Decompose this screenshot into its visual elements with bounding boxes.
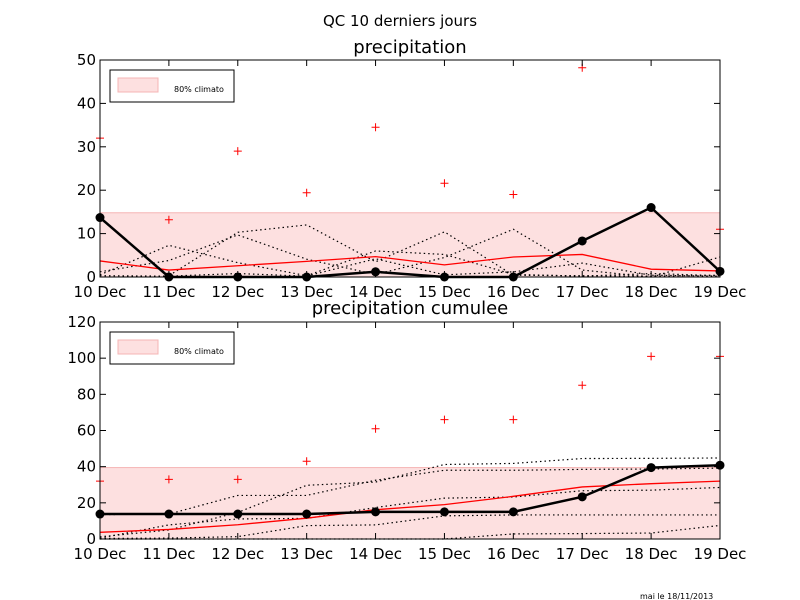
x-tick-label: 10 Dec	[74, 283, 127, 301]
climato-band	[99, 212, 721, 278]
climato-mean-line	[99, 480, 721, 533]
x-tick-label: 11 Dec	[142, 545, 195, 563]
climato-max-marker	[647, 352, 656, 361]
x-tick-label: 12 Dec	[211, 283, 264, 301]
member-line	[99, 486, 721, 539]
cumulative-legend: 80% climato	[109, 331, 235, 365]
x-tick-label: 19 Dec	[694, 545, 747, 563]
legend-label: 80% climato	[174, 347, 224, 356]
observed-point	[233, 509, 243, 519]
climato-max-marker	[164, 475, 173, 484]
observed-point	[302, 509, 312, 519]
x-tick-label: 16 Dec	[487, 545, 540, 563]
y-tick-label: 0	[86, 268, 96, 286]
x-tick-label: 10 Dec	[74, 545, 127, 563]
observed-point	[371, 507, 381, 517]
precipitation-title: precipitation	[353, 37, 466, 58]
observed-point	[508, 507, 518, 517]
y-tick-label: 30	[77, 138, 96, 156]
member-line	[99, 457, 721, 538]
precipitation-plot-area: 0 10 20 30 40 50 10 Dec 11 Dec 12 Dec 13 Dec 14 De…	[74, 51, 747, 301]
y-tick-label: 100	[67, 349, 96, 367]
y-tick-label: 50	[77, 51, 96, 69]
climato-max-marker	[233, 147, 242, 156]
y-tick-label: 0	[86, 530, 96, 548]
x-tick-label: 13 Dec	[280, 545, 333, 563]
climato-max-marker	[578, 381, 587, 390]
y-tick-label: 20	[77, 494, 96, 512]
x-tick-label: 19 Dec	[694, 283, 747, 301]
y-tick-label: 80	[77, 385, 96, 403]
observed-point	[646, 463, 656, 473]
climato-max-marker	[509, 415, 518, 424]
x-tick-label: 18 Dec	[625, 545, 678, 563]
climato-max-marker	[302, 457, 311, 466]
climato-max-marker	[302, 188, 311, 197]
x-tick-label: 17 Dec	[556, 545, 609, 563]
member-line	[99, 514, 720, 540]
legend-swatch	[117, 339, 159, 355]
x-tick-label: 16 Dec	[487, 283, 540, 301]
climato-max-marker	[371, 123, 380, 132]
axes-frame	[99, 59, 721, 278]
cumulative-plot-area: 0 20 40 60 80 100 120 10 Dec 11 Dec 12 Dec 13 Dec 1…	[67, 313, 746, 563]
precipitation-legend: 80% climato	[109, 69, 235, 103]
x-tick-label: 18 Dec	[625, 283, 678, 301]
climato-max-marker	[440, 179, 449, 188]
x-tick-label: 11 Dec	[142, 283, 195, 301]
observed-point	[577, 492, 587, 502]
observed-point	[439, 507, 449, 517]
x-tick-label: 13 Dec	[280, 283, 333, 301]
climato-max-marker	[164, 215, 173, 224]
climato-max-marker	[440, 415, 449, 424]
y-tick-label: 120	[67, 313, 96, 331]
observed-line	[100, 463, 721, 516]
cumulative-precipitation-title: precipitation cumulee	[312, 298, 509, 319]
member-line	[99, 467, 721, 516]
footer-note: mai le 18/11/2013	[640, 592, 713, 600]
observed-point	[646, 203, 656, 213]
climato-mean-line	[99, 253, 721, 272]
observed-point	[164, 509, 174, 519]
y-tick-label: 40	[77, 94, 96, 112]
climato-max-marker	[509, 190, 518, 199]
legend-label: 80% climato	[174, 85, 224, 94]
observed-point	[577, 236, 587, 246]
member-line	[99, 217, 721, 277]
precipitation-panel: precipitation 0 10 20 30 40 50 10 Dec 11 Dec 12 …	[74, 37, 747, 301]
climato-max-marker	[371, 424, 380, 433]
y-tick-label: 40	[77, 458, 96, 476]
y-tick-label: 10	[77, 225, 96, 243]
x-tick-label: 15 Dec	[418, 283, 471, 301]
x-tick-label: 12 Dec	[211, 545, 264, 563]
x-tick-label: 15 Dec	[418, 545, 471, 563]
y-tick-label: 20	[77, 181, 96, 199]
cumulative-precipitation-panel: precipitation cumulee 0 20 40 60 80 100 120 10 …	[67, 298, 746, 563]
x-tick-label: 14 Dec	[349, 283, 402, 301]
x-tick-label: 14 Dec	[349, 545, 402, 563]
legend-swatch	[117, 77, 159, 93]
y-tick-label: 60	[77, 422, 96, 440]
figure-title: QC 10 derniers jours	[323, 12, 477, 30]
climato-max-marker	[233, 475, 242, 484]
x-tick-label: 17 Dec	[556, 283, 609, 301]
